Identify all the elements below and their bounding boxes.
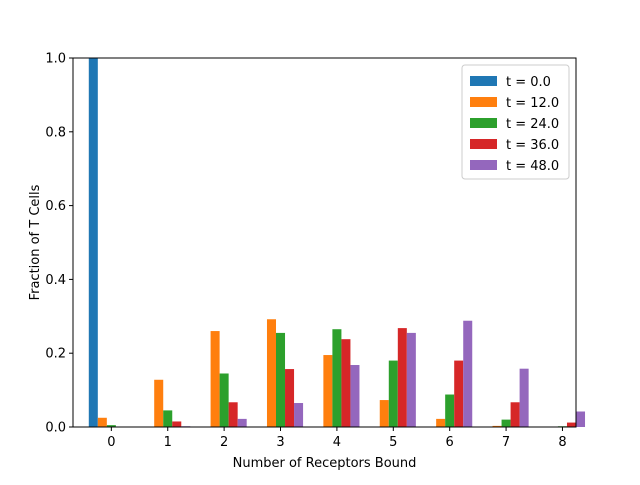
- bar-t-36-0-cat-4: [341, 339, 351, 427]
- x-tick-label: 1: [164, 435, 172, 450]
- bar-t-12-0-cat-7: [492, 425, 502, 427]
- bar-t-24-0-cat-5: [388, 360, 398, 427]
- bar-t-36-0-cat-6: [454, 360, 464, 427]
- bar-t-36-0-cat-7: [510, 402, 520, 427]
- bar-t-36-0-cat-8: [566, 422, 576, 427]
- y-tick-label: 0.0: [45, 421, 66, 436]
- bar-t-24-0-cat-4: [332, 329, 342, 427]
- legend-label: t = 24.0: [506, 117, 559, 132]
- bar-t-36-0-cat-2: [228, 402, 238, 427]
- bar-t-0-0-cat-0: [88, 58, 98, 427]
- y-tick-label: 1.0: [45, 52, 66, 67]
- bar-t-12-0-cat-0: [97, 417, 107, 427]
- legend-label: t = 0.0: [506, 75, 551, 90]
- y-axis-ticks: 0.0 0.2 0.4 0.6 0.8 1.0: [45, 52, 73, 436]
- legend-swatch: [470, 118, 497, 128]
- bar-t-24-0-cat-1: [163, 410, 173, 427]
- x-tick-label: 6: [446, 435, 454, 450]
- legend-label: t = 48.0: [506, 159, 559, 174]
- y-tick-label: 0.2: [45, 347, 66, 362]
- plot-frame: [72, 57, 577, 428]
- y-tick-label: 0.4: [45, 273, 66, 288]
- legend-swatch: [470, 139, 497, 149]
- bar-t-24-0-cat-3: [276, 332, 286, 427]
- bar-t-48-0-cat-3: [294, 403, 304, 427]
- x-tick-label: 3: [276, 435, 284, 450]
- x-tick-label: 5: [389, 435, 397, 450]
- bar-t-24-0-cat-6: [445, 394, 455, 427]
- x-axis-ticks: 0 1 2 3 4 5 6 7 8: [107, 427, 567, 450]
- x-tick-label: 7: [502, 435, 510, 450]
- bar-t-24-0-cat-0: [106, 425, 116, 427]
- bar-t-48-0-cat-5: [406, 332, 416, 427]
- bar-t-12-0-cat-1: [154, 379, 164, 427]
- bar-t-48-0-cat-4: [350, 365, 360, 427]
- bar-t-12-0-cat-6: [436, 418, 446, 427]
- bar-t-36-0-cat-1: [172, 421, 182, 427]
- bar-t-48-0-cat-2: [237, 418, 247, 427]
- x-tick-label: 4: [333, 435, 341, 450]
- legend: t = 0.0 t = 12.0 t = 24.0 t = 36.0 t = 48.0: [461, 64, 570, 180]
- bar-t-12-0-cat-2: [210, 331, 220, 427]
- bar-t-24-0-cat-2: [219, 373, 229, 427]
- bars-layer: [88, 58, 586, 427]
- x-axis-label: Number of Receptors Bound: [233, 456, 417, 471]
- bar-t-12-0-cat-5: [379, 400, 389, 427]
- legend-label: t = 36.0: [506, 138, 559, 153]
- y-axis-label: Fraction of T Cells: [28, 184, 43, 300]
- bar-t-36-0-cat-5: [397, 328, 407, 427]
- bar-t-36-0-cat-3: [285, 369, 295, 427]
- legend-label: t = 12.0: [506, 96, 559, 111]
- legend-swatch: [470, 160, 497, 170]
- legend-swatch: [470, 76, 497, 86]
- bar-t-48-0-cat-8: [576, 411, 586, 427]
- x-tick-label: 0: [107, 435, 115, 450]
- y-tick-label: 0.6: [45, 199, 66, 214]
- legend-swatch: [470, 97, 497, 107]
- bar-t-48-0-cat-7: [519, 368, 529, 427]
- bar-t-48-0-cat-6: [463, 320, 473, 427]
- x-tick-label: 8: [558, 435, 566, 450]
- bar-t-12-0-cat-3: [266, 319, 277, 427]
- bar-t-12-0-cat-4: [323, 355, 333, 427]
- y-tick-label: 0.8: [45, 125, 66, 140]
- bar-t-24-0-cat-7: [501, 419, 511, 427]
- x-tick-label: 2: [220, 435, 228, 450]
- legend-box: [461, 64, 570, 180]
